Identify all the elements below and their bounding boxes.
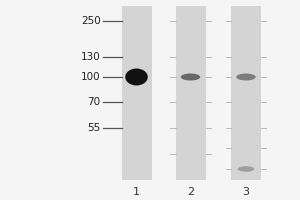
Ellipse shape (181, 73, 200, 80)
Bar (231, 6, 261, 180)
Ellipse shape (125, 68, 148, 86)
Text: 250: 250 (81, 16, 100, 26)
Ellipse shape (236, 73, 256, 80)
Text: 2: 2 (187, 187, 194, 197)
Text: 130: 130 (81, 52, 100, 62)
Text: 100: 100 (81, 72, 100, 82)
Text: 3: 3 (242, 187, 250, 197)
Bar (176, 6, 206, 180)
Ellipse shape (238, 166, 254, 172)
Bar (122, 6, 152, 180)
Text: 55: 55 (87, 123, 101, 133)
Text: 1: 1 (133, 187, 140, 197)
Text: 70: 70 (87, 97, 101, 107)
